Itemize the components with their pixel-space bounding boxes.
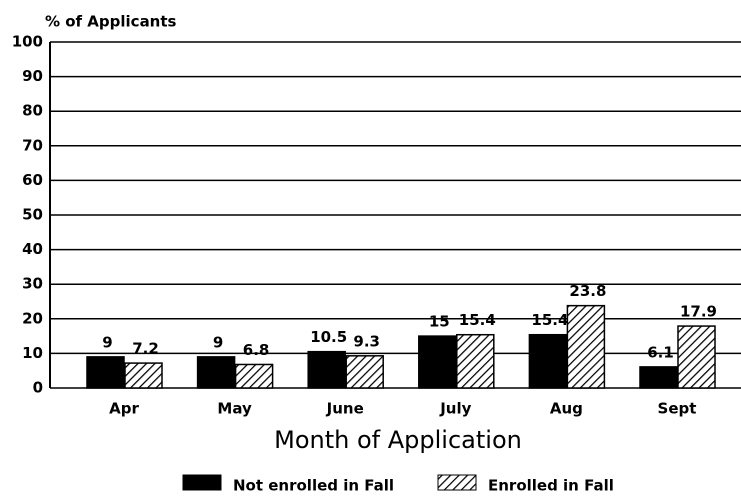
value-label: 9 <box>213 333 223 351</box>
bar <box>234 363 274 389</box>
bar <box>86 356 125 389</box>
y-tick-label: 70 <box>22 136 43 154</box>
x-tick-label: Apr <box>109 400 139 418</box>
x-tick-label: May <box>217 400 252 418</box>
x-tick-label: July <box>439 400 471 418</box>
value-label: 15.4 <box>459 311 496 329</box>
y-tick-label: 40 <box>22 240 43 258</box>
value-label: 9.3 <box>353 332 380 350</box>
value-label: 7.2 <box>132 340 159 358</box>
value-label: 17.9 <box>680 303 717 321</box>
y-tick-label: 10 <box>22 344 43 362</box>
value-label: 23.8 <box>569 282 606 300</box>
y-tick-label: 0 <box>33 379 43 397</box>
y-axis-label: % of Applicants <box>45 13 177 31</box>
bar <box>639 366 678 389</box>
bar <box>345 355 384 389</box>
y-tick-label: 20 <box>22 309 43 327</box>
y-tick-label: 80 <box>22 102 43 120</box>
x-tick-label: Sept <box>658 400 697 418</box>
x-axis-label: Month of Application <box>274 426 522 454</box>
bar <box>124 362 163 389</box>
bar <box>528 333 568 389</box>
value-label: 15 <box>429 313 450 331</box>
legend-label: Enrolled in Fall <box>488 477 614 495</box>
y-tick-label: 100 <box>12 33 43 51</box>
value-label: 15.4 <box>531 311 568 329</box>
bar <box>418 335 457 389</box>
bar <box>566 304 606 389</box>
value-label: 6.8 <box>243 341 270 359</box>
legend-swatch <box>182 474 222 491</box>
bar <box>456 333 495 389</box>
bar <box>677 325 716 389</box>
x-tick-label: June <box>326 400 364 418</box>
value-label: 10.5 <box>310 328 347 346</box>
y-tick-label: 30 <box>22 275 43 293</box>
bar <box>307 350 346 389</box>
bar <box>196 356 236 389</box>
legend-swatch <box>437 474 477 491</box>
x-tick-label: Aug <box>550 400 583 418</box>
y-tick-label: 60 <box>22 171 43 189</box>
y-tick-label: 50 <box>22 206 43 224</box>
value-label: 6.1 <box>647 343 674 361</box>
legend-label: Not enrolled in Fall <box>233 477 394 495</box>
value-label: 9 <box>102 333 112 351</box>
y-tick-label: 90 <box>22 67 43 85</box>
